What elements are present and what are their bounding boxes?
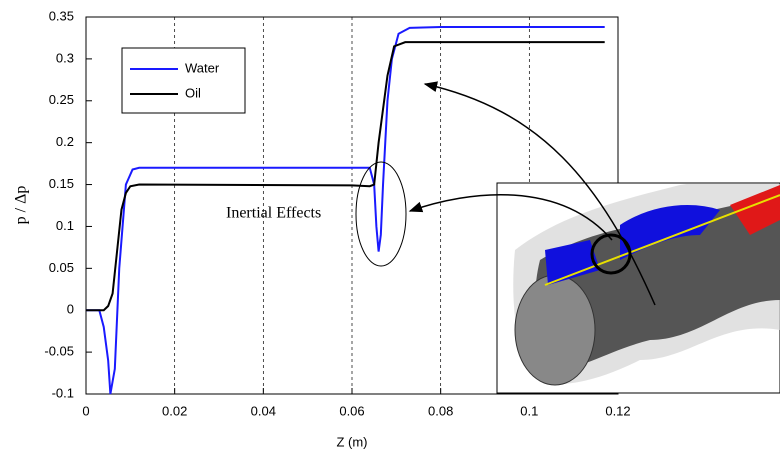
legend-label: Oil: [185, 85, 201, 100]
x-tick-label: 0.08: [428, 403, 453, 418]
y-tick-label: 0.15: [49, 176, 74, 191]
y-tick-label: -0.1: [52, 385, 74, 400]
y-axis-label: p / Δp: [13, 186, 30, 225]
y-tick-label: 0.05: [49, 260, 74, 275]
y-tick-label: 0.35: [49, 8, 74, 23]
chart: Water Oil Inertial Effects Z (m) p / Δp 0…: [0, 0, 780, 454]
x-tick-label: 0.02: [162, 403, 187, 418]
y-tick-label: 0.2: [56, 134, 74, 149]
y-tick-label: 0: [67, 302, 74, 317]
legend-label: Water: [185, 60, 220, 75]
y-tick-label: 0.3: [56, 50, 74, 65]
y-tick-label: -0.05: [44, 344, 74, 359]
y-tick-label: 0.25: [49, 92, 74, 107]
x-tick-label: 0.12: [605, 403, 630, 418]
annotation: Inertial Effects: [226, 205, 321, 222]
x-tick-label: 0: [82, 403, 89, 418]
x-tick-label: 0.06: [339, 403, 364, 418]
x-tick-label: 0.04: [251, 403, 276, 418]
x-axis-label: Z (m): [336, 434, 367, 449]
page: {"chart_data":{"type":"line", "xlabel":"…: [0, 0, 780, 459]
inset-image: [497, 170, 780, 393]
x-tick-label: 0.1: [520, 403, 538, 418]
legend-box: [122, 48, 245, 113]
y-tick-label: 0.1: [56, 218, 74, 233]
